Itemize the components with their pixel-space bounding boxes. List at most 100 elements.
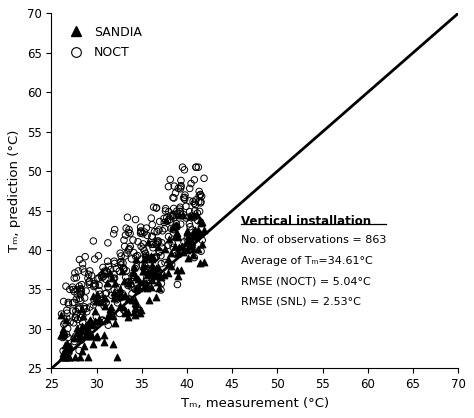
Point xyxy=(61,320,69,326)
Point xyxy=(86,316,93,323)
Point xyxy=(100,269,108,276)
Point xyxy=(173,208,181,214)
Point xyxy=(109,313,117,319)
Point xyxy=(189,252,197,259)
Point xyxy=(144,265,152,272)
Point xyxy=(91,308,99,314)
Point xyxy=(130,270,137,276)
Point xyxy=(191,201,199,208)
Point xyxy=(100,303,108,309)
Point xyxy=(155,285,163,291)
Point xyxy=(137,230,145,237)
Point xyxy=(76,334,84,341)
Point xyxy=(78,281,85,288)
Point xyxy=(147,215,155,222)
Point xyxy=(196,260,203,267)
Point xyxy=(141,256,148,263)
Point xyxy=(157,260,165,267)
Point xyxy=(79,306,86,312)
Point xyxy=(119,260,127,266)
Point xyxy=(71,270,79,276)
Point xyxy=(187,180,195,187)
Point xyxy=(91,321,98,328)
Point xyxy=(71,335,78,342)
Point xyxy=(192,164,200,171)
Point xyxy=(77,291,84,297)
Point xyxy=(63,315,71,321)
Point xyxy=(101,270,109,277)
Point xyxy=(93,296,100,303)
Point xyxy=(198,240,206,247)
Point xyxy=(92,314,100,320)
Point xyxy=(96,291,104,298)
Point xyxy=(180,211,187,218)
Point xyxy=(72,308,80,315)
Point xyxy=(77,297,84,304)
Point xyxy=(138,262,146,269)
Point xyxy=(154,238,161,245)
Point xyxy=(136,310,144,317)
Point xyxy=(186,242,194,249)
Point xyxy=(155,238,162,245)
Point xyxy=(90,302,97,308)
Point xyxy=(174,234,182,240)
Point xyxy=(93,298,100,304)
Point xyxy=(177,177,185,184)
Legend: SANDIA, NOCT: SANDIA, NOCT xyxy=(58,20,148,66)
Point xyxy=(120,265,128,272)
Point xyxy=(148,222,156,228)
Point xyxy=(83,324,91,330)
Point xyxy=(61,342,69,349)
Point xyxy=(139,241,147,247)
Point xyxy=(111,260,118,267)
Point xyxy=(134,304,141,311)
Point xyxy=(81,269,88,275)
Point xyxy=(95,287,103,294)
Point xyxy=(91,282,99,288)
Point xyxy=(191,254,198,261)
Point xyxy=(137,279,144,286)
Point xyxy=(86,304,93,311)
Point xyxy=(58,353,66,360)
Point xyxy=(141,229,148,235)
Point xyxy=(157,280,165,287)
Point xyxy=(151,254,159,260)
Y-axis label: Tₘ, prediction (°C): Tₘ, prediction (°C) xyxy=(9,130,21,252)
Point xyxy=(129,237,137,243)
Point xyxy=(172,190,179,196)
Point xyxy=(85,328,93,335)
Point xyxy=(192,234,200,241)
Point xyxy=(107,266,115,273)
Point xyxy=(70,319,77,326)
Point xyxy=(176,208,184,215)
Point xyxy=(191,200,198,206)
Point xyxy=(73,296,80,303)
Point xyxy=(85,271,92,278)
Point xyxy=(166,176,174,183)
Point xyxy=(102,276,109,283)
Point xyxy=(153,254,160,260)
Point xyxy=(124,314,132,320)
Point xyxy=(192,196,200,203)
Point xyxy=(100,332,108,339)
Point xyxy=(66,353,73,360)
Point xyxy=(188,227,196,233)
Point xyxy=(107,304,114,311)
Point xyxy=(184,232,191,239)
Point xyxy=(121,292,128,298)
Point xyxy=(146,297,153,303)
Point xyxy=(127,243,134,250)
Point xyxy=(143,225,150,232)
Point xyxy=(186,208,193,215)
X-axis label: Tₘ, measurement (°C): Tₘ, measurement (°C) xyxy=(181,397,329,410)
Point xyxy=(167,263,175,270)
Point xyxy=(150,241,157,247)
Point xyxy=(195,188,203,195)
Point xyxy=(153,285,161,291)
Point xyxy=(152,268,159,275)
Point xyxy=(110,258,118,265)
Point xyxy=(164,255,172,262)
Point xyxy=(158,240,165,246)
Point xyxy=(186,223,194,230)
Point xyxy=(70,299,78,306)
